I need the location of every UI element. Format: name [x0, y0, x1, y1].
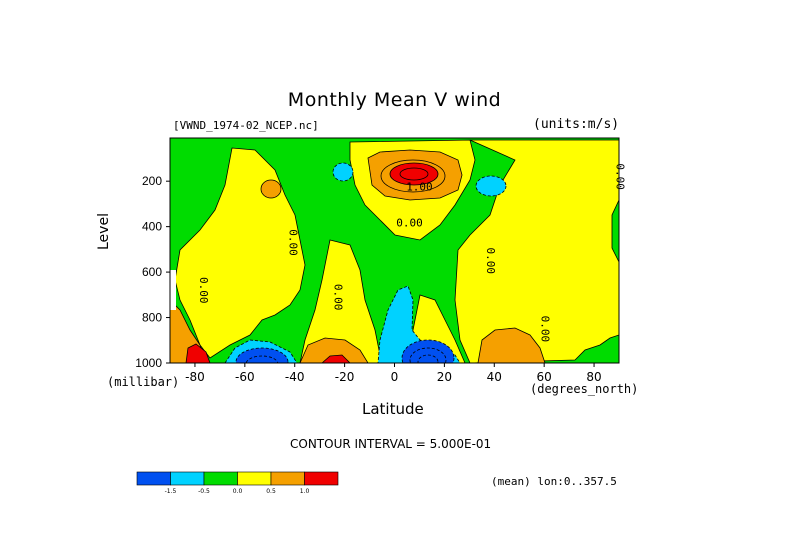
- x-axis-unit: (degrees_north): [530, 382, 639, 396]
- contour-labels: 1.00 0.00 0.00 0.00 0.00 0.00 0.00 0.00: [197, 163, 627, 342]
- missing-data-mask: [170, 270, 176, 310]
- contour-neg-south-1: [245, 355, 279, 363]
- x-tick-label: 60: [537, 370, 552, 384]
- legend-label: -1.5: [165, 488, 177, 495]
- contour-label: 0.00: [539, 316, 552, 343]
- region-red-jet-core: [399, 167, 429, 181]
- x-tick-label: -80: [185, 370, 205, 384]
- region-red-pole: [185, 343, 211, 363]
- region-blue-center: [401, 339, 455, 363]
- y-tick-label: 200: [142, 174, 162, 188]
- y-axis-ticks: 200 400 600 800 1000: [135, 174, 170, 370]
- contour-label: 0.00: [484, 247, 497, 274]
- x-tick-label: 40: [487, 370, 502, 384]
- legend-label: 0.0: [233, 488, 243, 495]
- x-tick-label: 0: [391, 370, 399, 384]
- mean-longitude-label: (mean) lon:0..357.5: [491, 475, 617, 488]
- region-orange-east-low: [477, 327, 546, 363]
- legend-label: 1.0: [300, 488, 310, 495]
- contour-neg-center-1: [409, 347, 447, 363]
- x-axis-label: Latitude: [362, 400, 424, 418]
- contour-label: 0.00: [396, 217, 423, 230]
- contour-label: 0.00: [197, 277, 210, 304]
- y-tick-label: 1000: [135, 356, 162, 370]
- x-tick-label: -60: [235, 370, 255, 384]
- legend-swatch: [203, 471, 238, 486]
- chart-title: Monthly Mean V wind: [287, 89, 502, 111]
- region-cyan-upper-south: [332, 162, 354, 182]
- region-red-south-low: [321, 354, 351, 363]
- contour-interval-label: CONTOUR INTERVAL = 5.000E-01: [290, 437, 492, 451]
- x-axis-ticks: -80 -60 -40 -20 0 20 40 60 80: [185, 363, 602, 384]
- region-orange-west-upper: [260, 179, 282, 199]
- units-label: (units:m/s): [533, 117, 620, 132]
- x-tick-label: 20: [437, 370, 452, 384]
- legend-label: 0.5: [266, 488, 276, 495]
- region-cyan-lower-center: [377, 285, 461, 363]
- region-positive-east: [454, 139, 619, 363]
- legend-swatch: [170, 471, 205, 486]
- region-positive-west: [174, 147, 306, 359]
- contour-label: 0.00: [287, 229, 300, 256]
- y-tick-label: 800: [142, 311, 162, 325]
- legend-swatch: [237, 471, 272, 486]
- legend-swatch: [270, 471, 305, 486]
- legend-label: -0.5: [198, 488, 210, 495]
- plot-area: [170, 138, 619, 363]
- x-tick-label: -20: [335, 370, 355, 384]
- legend-swatch: [304, 471, 339, 486]
- region-orange-south-low: [299, 337, 369, 363]
- contour-label: 1.00: [406, 180, 433, 193]
- y-tick-label: 600: [142, 265, 162, 279]
- region-cyan-upper-north: [475, 175, 507, 197]
- contour-neg-center-2: [417, 354, 439, 363]
- y-tick-label: 400: [142, 220, 162, 234]
- contour-label: 0.00: [332, 284, 345, 311]
- y-axis-unit: (millibar): [107, 375, 180, 389]
- contour-label: 0.00: [614, 163, 627, 190]
- x-tick-label: 80: [586, 370, 601, 384]
- x-tick-label: -40: [285, 370, 305, 384]
- legend-swatch: [136, 471, 171, 486]
- color-legend: -1.5 -0.5 0.0 0.5 1.0: [136, 471, 339, 495]
- source-file-label: [VWND_1974-02_NCEP.nc]: [173, 119, 319, 132]
